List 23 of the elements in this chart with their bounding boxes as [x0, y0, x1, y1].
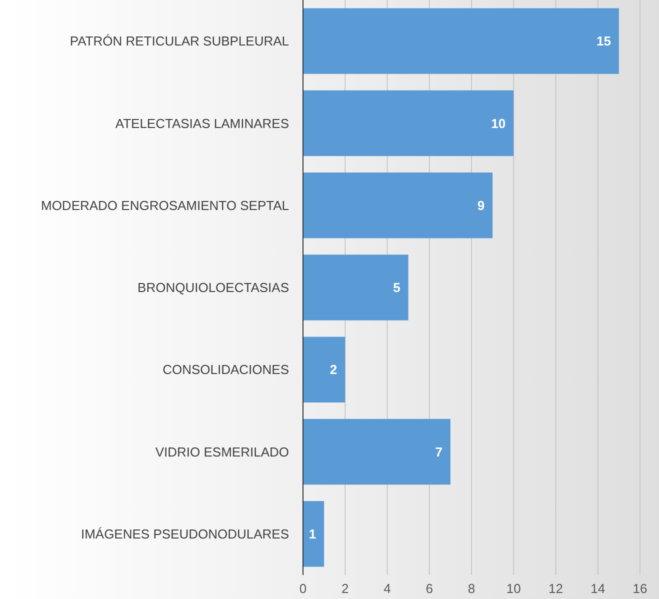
x-tick-label: 6 — [426, 581, 433, 596]
y-tick-label: MODERADO ENGROSAMIENTO SEPTAL — [40, 198, 289, 213]
data-label: 15 — [596, 34, 611, 49]
x-tick-label: 10 — [506, 581, 521, 596]
data-label: 10 — [491, 116, 506, 131]
x-tick-label: 0 — [299, 581, 307, 596]
y-tick-label: CONSOLIDACIONES — [162, 362, 290, 378]
x-tick-label: 14 — [590, 581, 606, 596]
y-tick-label: BRONQUIOLOECTASIAS — [138, 280, 290, 296]
x-tick-label: 2 — [342, 581, 349, 596]
y-tick-label: ATELECTASIAS LAMINARES — [115, 116, 290, 131]
y-tick-label: PATRÓN RETICULAR SUBPLEURAL — [70, 34, 289, 49]
x-tick-label: 8 — [468, 581, 476, 596]
x-tick-label: 12 — [548, 581, 563, 596]
data-label: 9 — [477, 198, 485, 213]
data-label: 2 — [330, 362, 338, 378]
x-tick-label: 4 — [384, 581, 391, 596]
y-tick-label: IMÁGENES PSEUDONODULARES — [80, 526, 290, 542]
data-label: 7 — [435, 444, 442, 460]
data-label: 1 — [308, 526, 316, 542]
x-tick-label: 16 — [632, 581, 648, 596]
y-tick-label: VIDRIO ESMERILADO — [155, 444, 289, 460]
data-label: 5 — [393, 280, 400, 296]
